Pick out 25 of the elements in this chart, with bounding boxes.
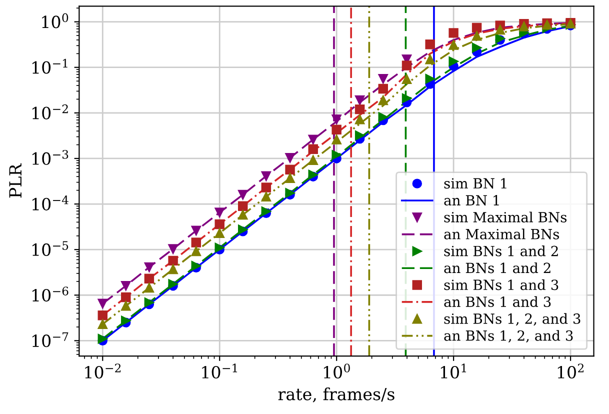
legend-label: an BNs 1 and 3 (444, 296, 551, 308)
x-tick-label: 10$^{2}$ (558, 364, 584, 379)
legend-label: an Maximal BNs (444, 228, 560, 240)
y-tick-label: 10$^{−5}$ (32, 241, 68, 256)
legend-label: an BNs 1 and 2 (444, 262, 550, 274)
x-tick-label: 10$^{0}$ (324, 364, 350, 379)
y-tick-label: 10$^{−6}$ (32, 286, 68, 302)
legend-label: an BNs 1, 2, and 3 (444, 330, 573, 343)
y-tick-label: 10$^{−2}$ (32, 104, 68, 120)
legend-label: sim BN 1 (444, 178, 506, 189)
y-tick-label: 10$^{−7}$ (32, 332, 68, 348)
y-tick-label: 10$^{−4}$ (32, 196, 68, 210)
legend-label: sim Maximal BNs (444, 212, 567, 222)
y-axis-title: PLR (9, 163, 22, 198)
x-tick-label: 10$^{−1}$ (202, 364, 238, 379)
x-tick-label: 10$^{−2}$ (85, 364, 121, 379)
x-tick-label: 10$^{1}$ (440, 364, 466, 379)
legend-label: an BN 1 (444, 195, 499, 206)
y-tick-label: 10$^{0}$ (42, 13, 68, 28)
y-tick-label: 10$^{−3}$ (32, 150, 68, 165)
x-axis-title: rate, frames/s (278, 387, 394, 402)
y-tick-label: 10$^{−1}$ (32, 58, 68, 74)
legend-label: sim BNs 1, 2, and 3 (444, 313, 580, 326)
legend-label: sim BNs 1 and 3 (444, 279, 558, 290)
legend-label: sim BNs 1 and 2 (444, 246, 558, 256)
